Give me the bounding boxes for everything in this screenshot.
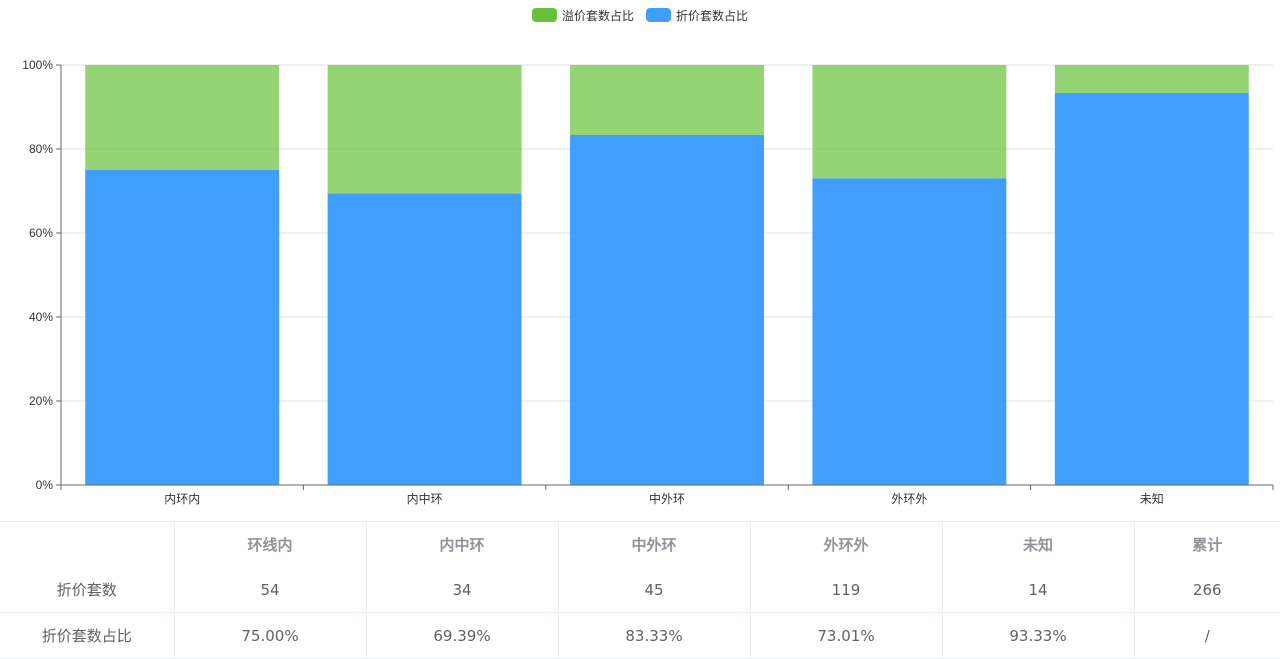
table-cell: / <box>1134 612 1280 659</box>
table-cell: 69.39% <box>366 612 559 659</box>
table-header-cell: 环线内 <box>174 521 367 567</box>
bar-segment <box>327 65 522 194</box>
x-tick-label: 中外环 <box>649 491 685 506</box>
table-cell: 54 <box>174 567 367 613</box>
table-row: 折价套数 54 34 45 119 14 266 <box>0 567 1280 613</box>
table-cell: 75.00% <box>174 612 367 659</box>
table-header-cell: 未知 <box>942 521 1135 567</box>
bar-segment <box>327 193 522 485</box>
table-header-cell: 内中环 <box>366 521 559 567</box>
legend-label-premium: 溢价套数占比 <box>561 8 634 23</box>
chart-legend: 溢价套数占比 折价套数占比 <box>0 6 1280 24</box>
table-cell: 14 <box>942 567 1135 613</box>
bar-segment <box>570 135 764 485</box>
bar-segment <box>812 65 1007 179</box>
table-row-label: 折价套数占比 <box>0 612 175 659</box>
table-row-label: 折价套数 <box>0 567 175 613</box>
table-header-cell: 外环外 <box>750 521 943 567</box>
y-tick-label: 100% <box>22 58 53 72</box>
table-cell: 83.33% <box>558 612 751 659</box>
y-tick-label: 80% <box>29 142 53 156</box>
legend-swatch-premium <box>531 8 557 22</box>
data-table: 环线内 内中环 中外环 外环外 未知 累计 折价套数 54 34 45 119 … <box>0 521 1280 659</box>
x-tick-label: 未知 <box>1140 492 1164 506</box>
y-tick-label: 0% <box>36 478 54 492</box>
legend-swatch-discount <box>646 8 671 22</box>
table-cell: 73.01% <box>750 612 943 659</box>
bar-segment <box>85 170 280 485</box>
table-cell: 266 <box>1134 567 1280 613</box>
table-header-cell <box>0 521 175 567</box>
bar-segment <box>85 65 280 170</box>
table-header-row: 环线内 内中环 中外环 外环外 未知 累计 <box>0 521 1280 567</box>
x-tick-label: 外环外 <box>891 492 927 506</box>
bar-segment <box>812 178 1007 485</box>
bar-segment <box>1054 93 1249 485</box>
table-cell: 93.33% <box>942 612 1135 659</box>
table-header-cell: 累计 <box>1134 521 1280 567</box>
x-tick-label: 内中环 <box>407 491 443 506</box>
y-tick-label: 20% <box>29 394 53 408</box>
table-row: 折价套数占比 75.00% 69.39% 83.33% 73.01% 93.33… <box>0 612 1280 659</box>
table-cell: 45 <box>558 567 751 613</box>
legend-label-discount: 折价套数占比 <box>676 8 749 23</box>
x-tick-label: 内环内 <box>164 492 200 506</box>
y-tick-label: 60% <box>29 226 53 240</box>
y-tick-label: 40% <box>29 310 53 324</box>
table-cell: 119 <box>750 567 943 613</box>
legend-item-discount[interactable]: 折价套数占比 <box>646 7 748 24</box>
table-header-cell: 中外环 <box>558 521 751 567</box>
legend-item-premium[interactable]: 溢价套数占比 <box>531 7 634 24</box>
table-cell: 34 <box>366 567 559 613</box>
bar-segment <box>570 65 764 136</box>
stacked-bar-chart: 0% 20% 40% 60% 80% 100% 内环内 内中环 中外环 外环外 未知 <box>22 58 1274 506</box>
bar-segment <box>1054 65 1249 94</box>
